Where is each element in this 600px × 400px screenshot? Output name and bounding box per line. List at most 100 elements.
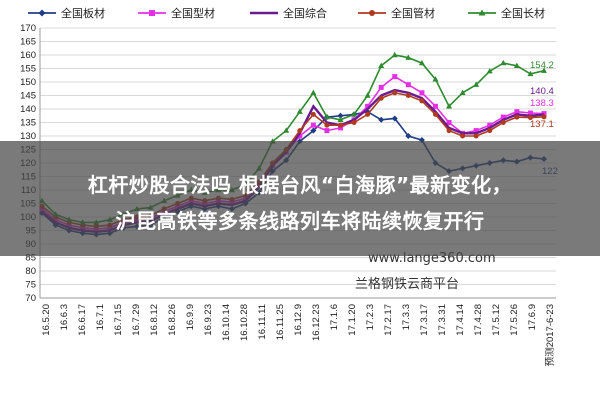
data-point bbox=[541, 111, 547, 117]
data-point bbox=[351, 111, 358, 117]
y-tick-label: 140 bbox=[20, 104, 36, 115]
y-tick-label: 160 bbox=[20, 50, 36, 61]
data-point bbox=[405, 82, 411, 88]
x-tick-label: 16.7.29 bbox=[131, 304, 142, 336]
data-point bbox=[500, 114, 506, 120]
x-tick-label: 16.12.9 bbox=[293, 304, 304, 336]
data-point bbox=[473, 81, 480, 87]
data-point bbox=[527, 70, 534, 77]
data-point bbox=[460, 133, 466, 139]
x-tick-label: 16.7.1 bbox=[95, 304, 106, 330]
data-point bbox=[405, 54, 412, 60]
x-tick-label: 16.10.28 bbox=[239, 304, 250, 341]
data-point bbox=[297, 128, 303, 134]
y-tick-label: 85 bbox=[25, 253, 36, 264]
data-point bbox=[527, 110, 533, 116]
data-point bbox=[513, 62, 520, 68]
x-tick-label: 17.2.17 bbox=[383, 304, 394, 336]
data-point bbox=[310, 127, 317, 134]
headline-line-1: 杠杆炒股合法吗 根据台风“白海豚”最新变化， bbox=[87, 173, 513, 197]
x-tick-label: 16.5.20 bbox=[41, 304, 52, 336]
legend-item: 全国板材 bbox=[28, 6, 105, 20]
x-tick-label: 16.12.23 bbox=[311, 304, 322, 341]
data-point bbox=[486, 68, 493, 74]
y-tick-label: 70 bbox=[25, 293, 36, 304]
headline-line-2: 沪昆高铁等多条线路列车将陆续恢复开行 bbox=[115, 209, 485, 233]
x-tick-label: 16.11.11 bbox=[257, 304, 268, 340]
data-point bbox=[446, 120, 452, 125]
x-tick-label: 17.3.31 bbox=[437, 304, 448, 336]
data-point bbox=[378, 62, 385, 68]
x-tick-label: 17.5.26 bbox=[509, 304, 520, 336]
y-tick-label: 145 bbox=[20, 91, 36, 102]
legend-item: 全国管材 bbox=[358, 6, 435, 20]
data-point bbox=[446, 103, 453, 109]
x-tick-label: 16.11.25 bbox=[275, 304, 286, 340]
data-point bbox=[337, 112, 344, 119]
data-point bbox=[351, 120, 357, 125]
data-point bbox=[419, 98, 425, 104]
legend-label: 全国板材 bbox=[61, 6, 105, 20]
data-point bbox=[405, 133, 412, 139]
x-tick-label: 17.3.17 bbox=[419, 304, 430, 336]
data-point bbox=[310, 89, 317, 95]
data-point bbox=[432, 111, 438, 117]
data-point bbox=[487, 122, 493, 128]
y-tick-label: 165 bbox=[20, 37, 36, 48]
data-point bbox=[365, 103, 371, 109]
data-point bbox=[459, 89, 466, 95]
data-point bbox=[310, 122, 316, 128]
data-point bbox=[296, 108, 303, 114]
x-tick-label: 16.8.12 bbox=[149, 304, 160, 336]
data-point bbox=[391, 115, 398, 122]
x-axis: 16.5.20 16.6.3 16.6.17 16.7.1 16.7.15 16.7.29… bbox=[41, 304, 556, 366]
data-point bbox=[432, 103, 438, 109]
data-point bbox=[391, 51, 398, 58]
y-tick-label: 170 bbox=[20, 23, 36, 34]
legend-item: 全国型材 bbox=[138, 6, 215, 20]
legend-marker bbox=[149, 10, 155, 16]
y-tick-label: 155 bbox=[20, 64, 36, 75]
x-tick-label: 16.8.26 bbox=[167, 304, 178, 336]
end-value-label: 140.4 bbox=[530, 86, 554, 97]
x-tick-label: 17.1.20 bbox=[347, 304, 358, 336]
data-point bbox=[473, 133, 479, 139]
data-point bbox=[432, 76, 439, 82]
data-point bbox=[378, 95, 384, 101]
data-point bbox=[323, 113, 330, 120]
x-tick-label: 16.9.23 bbox=[203, 304, 214, 336]
data-point bbox=[405, 93, 411, 98]
x-tick-label: 16.7.15 bbox=[113, 304, 124, 336]
x-tick-label: 17.2.3 bbox=[365, 304, 376, 330]
data-point bbox=[297, 133, 303, 139]
legend-item: 全国综合 bbox=[250, 6, 327, 20]
legend-label: 全国综合 bbox=[283, 6, 327, 20]
data-point bbox=[514, 109, 520, 115]
headline-banner: 杠杆炒股合法吗 根据台风“白海豚”最新变化， 沪昆高铁等多条线路列车将陆续恢复开… bbox=[0, 141, 600, 256]
legend-marker bbox=[369, 10, 375, 16]
x-tick-label: 17.4.14 bbox=[455, 304, 466, 336]
data-point bbox=[541, 67, 547, 73]
data-point bbox=[378, 84, 384, 90]
data-point bbox=[418, 59, 425, 66]
data-point bbox=[310, 111, 316, 117]
legend-marker bbox=[38, 9, 46, 17]
data-point bbox=[337, 122, 343, 128]
legend-label: 全国型材 bbox=[171, 6, 215, 20]
data-point bbox=[324, 128, 330, 134]
data-point bbox=[337, 125, 343, 131]
legend-marker bbox=[478, 9, 486, 16]
legend-label: 全国长材 bbox=[501, 6, 545, 20]
data-point bbox=[527, 115, 533, 121]
x-tick-label: 17.5.12 bbox=[491, 304, 502, 336]
legend-item: 全国长材 bbox=[468, 6, 545, 20]
data-point bbox=[500, 59, 507, 66]
data-point bbox=[378, 116, 385, 123]
watermark-name: 兰格钢铁云商平台 bbox=[355, 276, 459, 292]
data-point bbox=[514, 114, 520, 120]
x-tick-label: 17.4.28 bbox=[473, 304, 484, 336]
x-tick-label: 预测2017-6-23 bbox=[545, 304, 556, 366]
data-point bbox=[487, 128, 493, 134]
data-point bbox=[500, 120, 506, 125]
